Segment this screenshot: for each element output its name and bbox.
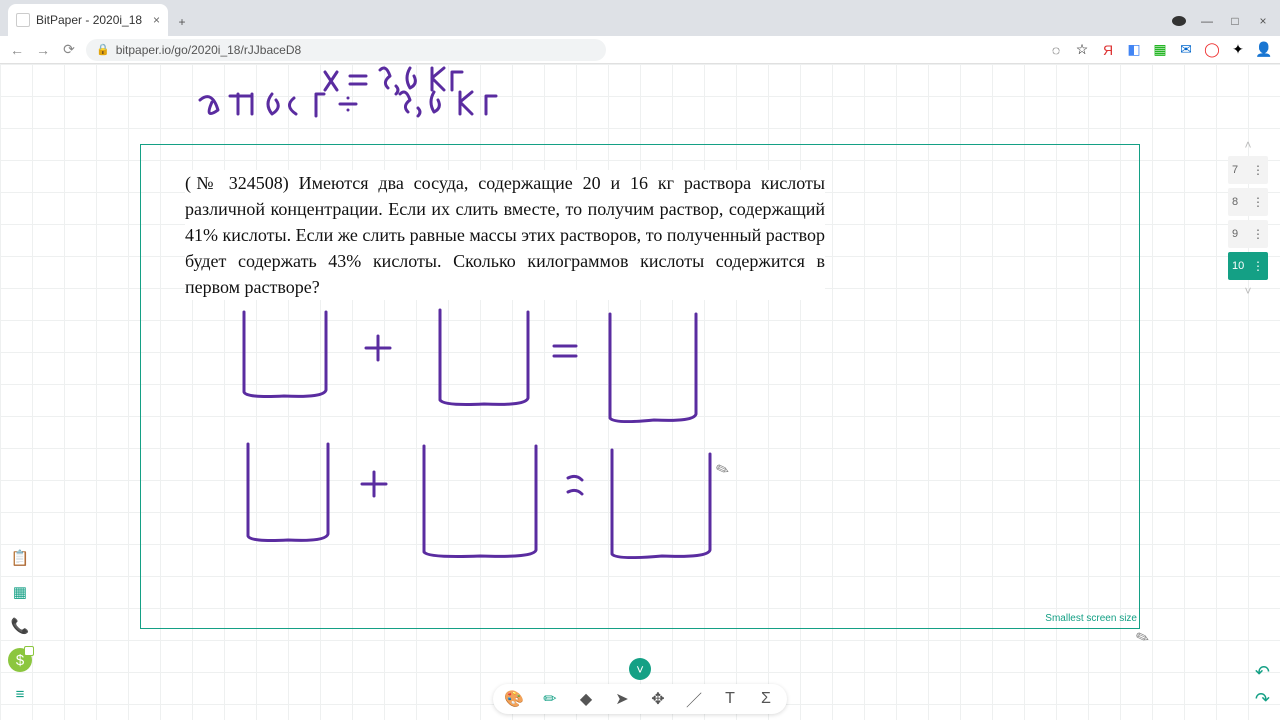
- eraser-icon[interactable]: ◆: [575, 688, 597, 710]
- new-tab-button[interactable]: +: [168, 8, 196, 36]
- profile-avatar-icon[interactable]: 👤: [1256, 42, 1272, 58]
- url-field[interactable]: 🔒 bitpaper.io/go/2020i_18/rJJbaceD8: [86, 39, 606, 61]
- page-number: 9: [1232, 228, 1238, 240]
- nav-forward-icon[interactable]: →: [34, 42, 52, 58]
- ext-icon[interactable]: ▦: [1152, 42, 1168, 58]
- page-thumb[interactable]: 10 ⋮: [1228, 252, 1268, 280]
- grid-icon[interactable]: ▦: [8, 580, 32, 604]
- page-number: 8: [1232, 196, 1238, 208]
- nav-reload-icon[interactable]: ⟳: [60, 41, 78, 58]
- line-tool-icon[interactable]: ／: [683, 688, 705, 710]
- page-thumb[interactable]: 9⋮: [1228, 220, 1268, 248]
- ext-icon[interactable]: ✉: [1178, 42, 1194, 58]
- window-maximize-icon[interactable]: □: [1228, 14, 1242, 28]
- phone-icon[interactable]: 📞: [8, 614, 32, 638]
- undo-redo: ↶ ↷: [1255, 662, 1270, 710]
- menu-icon[interactable]: ≡: [8, 682, 32, 706]
- page-navigator: ˄ 7⋮ 8⋮ 9⋮ 10⋮ ˅: [1228, 138, 1268, 298]
- page-menu-icon[interactable]: ⋮: [1252, 259, 1264, 273]
- left-toolbar: 📋 ▦ 📞 $ ≡: [8, 546, 32, 706]
- sigma-icon[interactable]: Σ: [755, 688, 777, 710]
- move-icon[interactable]: ✥: [647, 688, 669, 710]
- tools-row: 🎨 ✏ ◆ ➤ ✥ ／ T Σ: [493, 684, 787, 714]
- redo-icon[interactable]: ↷: [1255, 689, 1270, 710]
- pen-tool-icon[interactable]: ✏: [539, 688, 561, 710]
- page-thumb[interactable]: 7⋮: [1228, 156, 1268, 184]
- nav-back-icon[interactable]: ←: [8, 42, 26, 58]
- page-menu-icon[interactable]: ⋮: [1252, 227, 1264, 241]
- window-controls: — □ ×: [1172, 14, 1280, 36]
- browser-tab[interactable]: BitPaper - 2020i_18 ×: [8, 4, 168, 36]
- page-menu-icon[interactable]: ⋮: [1252, 163, 1264, 177]
- collapse-toolbar-icon[interactable]: ˅: [629, 658, 651, 680]
- page-thumb[interactable]: 8⋮: [1228, 188, 1268, 216]
- tab-favicon: [16, 13, 30, 27]
- ext-puzzle-icon[interactable]: ✦: [1230, 42, 1246, 58]
- text-tool-icon[interactable]: T: [719, 688, 741, 710]
- address-bar: ← → ⟳ 🔒 bitpaper.io/go/2020i_18/rJJbaceD…: [0, 36, 1280, 64]
- palette-icon[interactable]: 🎨: [503, 688, 525, 710]
- page-number: 10: [1232, 260, 1244, 272]
- page-number: 7: [1232, 164, 1238, 176]
- browser-tab-strip: BitPaper - 2020i_18 × + — □ ×: [0, 0, 1280, 36]
- ext-icon[interactable]: ◌: [1048, 42, 1064, 58]
- ext-star-icon[interactable]: ☆: [1074, 42, 1090, 58]
- whiteboard-canvas[interactable]: Smallest screen size (№ 324508) Имеются …: [0, 64, 1280, 720]
- url-text: bitpaper.io/go/2020i_18/rJJbaceD8: [116, 43, 301, 57]
- window-minimize-icon[interactable]: —: [1200, 14, 1214, 28]
- extension-icons: ◌ ☆ Я ◧ ▦ ✉ ◯ ✦ 👤: [1048, 42, 1272, 58]
- tab-close-icon[interactable]: ×: [153, 13, 160, 27]
- ext-icon[interactable]: ◯: [1204, 42, 1220, 58]
- lock-icon: 🔒: [96, 43, 110, 56]
- page-menu-icon[interactable]: ⋮: [1252, 195, 1264, 209]
- ext-icon[interactable]: ◧: [1126, 42, 1142, 58]
- pointer-icon[interactable]: ➤: [611, 688, 633, 710]
- window-status-dot: [1172, 16, 1186, 26]
- page-up-icon[interactable]: ˄: [1244, 138, 1251, 152]
- bottom-toolbar: ˅ 🎨 ✏ ◆ ➤ ✥ ／ T Σ: [493, 658, 787, 714]
- smallest-screen-label: Smallest screen size: [1045, 613, 1137, 624]
- ext-icon[interactable]: Я: [1100, 42, 1116, 58]
- problem-text: (№ 324508) Имеются два сосуда, содержащи…: [185, 170, 825, 300]
- tab-title: BitPaper - 2020i_18: [36, 13, 142, 27]
- window-close-icon[interactable]: ×: [1256, 14, 1270, 28]
- clipboard-icon[interactable]: 📋: [8, 546, 32, 570]
- page-down-icon[interactable]: ˅: [1244, 284, 1251, 298]
- undo-icon[interactable]: ↶: [1255, 662, 1270, 683]
- credits-icon[interactable]: $: [8, 648, 32, 672]
